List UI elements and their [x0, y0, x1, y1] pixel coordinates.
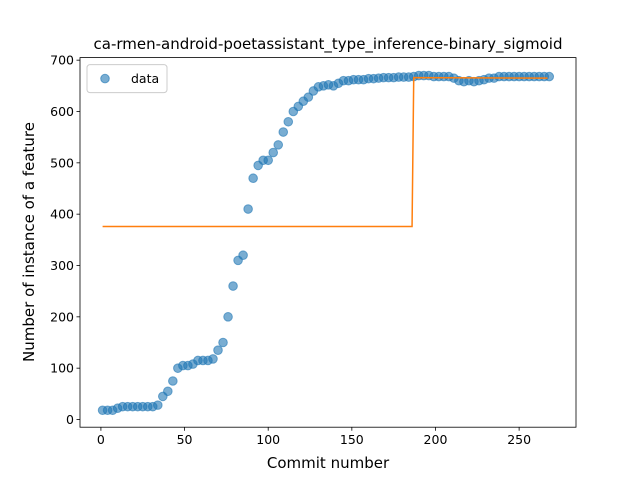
legend-marker: [100, 73, 110, 84]
chart-title: ca-rmen-android-poetassistant_type_infer…: [94, 35, 563, 54]
data-point: [243, 204, 253, 214]
data-point: [303, 92, 314, 102]
legend-label: data: [131, 71, 159, 86]
y-tick-label: 300: [50, 258, 74, 273]
y-tick-label: 400: [50, 207, 74, 222]
data-point: [278, 127, 289, 137]
data-point: [544, 71, 555, 82]
data-point: [268, 147, 279, 158]
y-tick-label: 700: [50, 53, 74, 68]
x-tick-label: 200: [424, 432, 448, 447]
data-point: [273, 140, 284, 150]
y-tick-label: 200: [50, 309, 74, 324]
x-tick-label: 50: [177, 432, 193, 447]
data-point: [263, 155, 273, 166]
data-point: [152, 400, 163, 410]
data-point: [223, 312, 233, 322]
data-point: [208, 354, 218, 364]
y-tick-label: 100: [50, 361, 74, 376]
x-tick-label: 250: [507, 432, 531, 447]
y-tick-label: 600: [50, 104, 74, 119]
y-tick-label: 0: [66, 412, 74, 427]
data-point: [213, 345, 223, 356]
x-axis-label: Commit number: [267, 454, 390, 472]
x-tick-label: 0: [97, 432, 105, 447]
line-series: [102, 76, 548, 228]
y-axis-label: Number of instance of a feature: [20, 122, 38, 362]
data-point: [228, 281, 238, 291]
data-point: [248, 173, 258, 184]
data-point: [218, 337, 228, 348]
data-point: [283, 116, 294, 127]
y-tick-label: 500: [50, 155, 74, 170]
x-tick-label: 100: [256, 432, 280, 447]
data-point: [168, 376, 178, 386]
legend-box: [86, 64, 168, 94]
data-point: [238, 250, 248, 261]
axes-frame: [79, 57, 577, 428]
x-tick-label: 150: [340, 432, 364, 447]
data-point: [163, 386, 173, 397]
